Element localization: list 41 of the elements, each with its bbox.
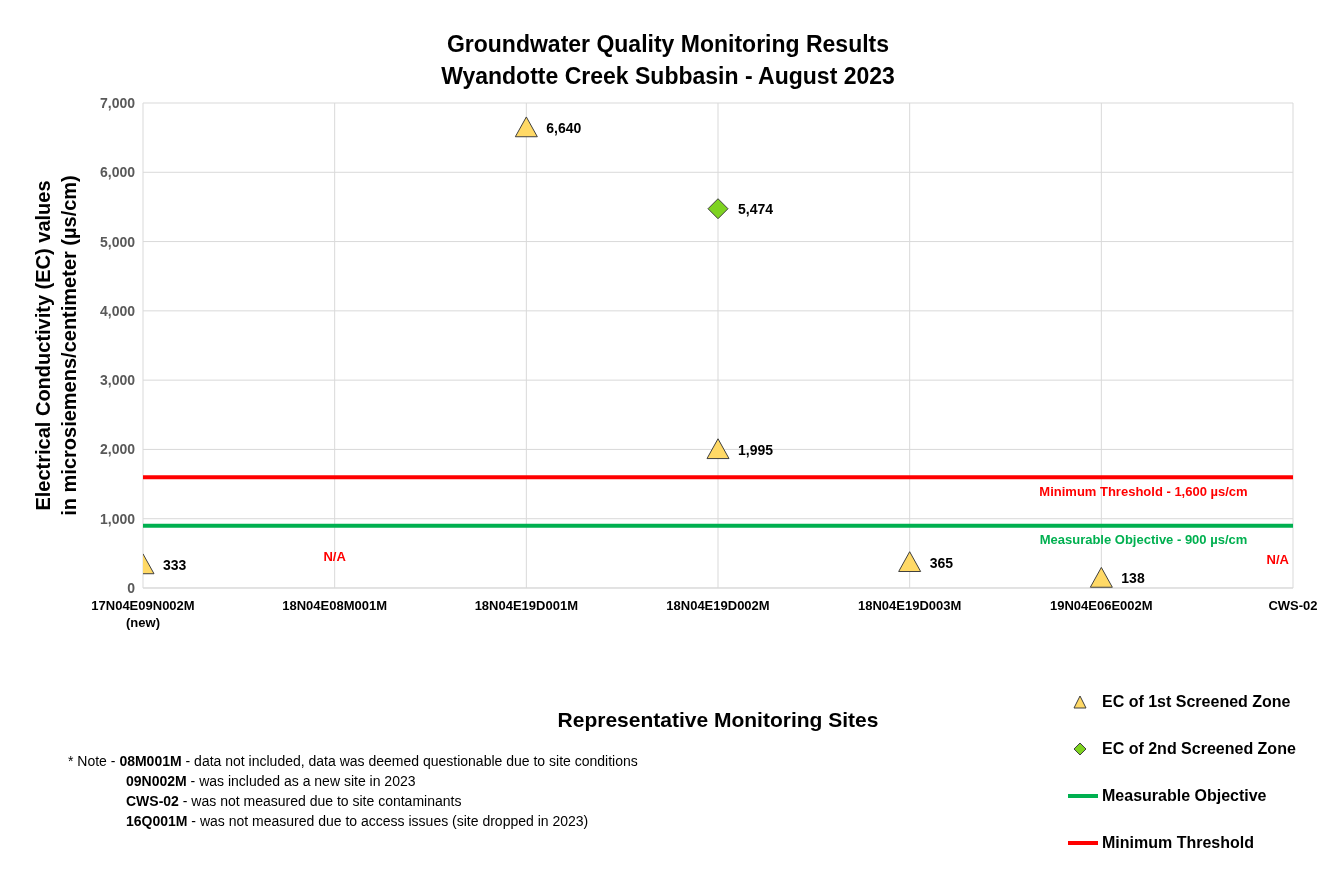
y-tick-label: 0 xyxy=(127,579,136,596)
x-tick-label: 19N04E06E002M xyxy=(1050,598,1153,613)
text: CWS-02 - was not measured due to site contaminants xyxy=(126,793,462,809)
x-tick-label: 18N04E19D003M xyxy=(857,598,962,613)
text: 16Q001M - was not measured due to access issues (site dropped in 2023) xyxy=(126,813,589,829)
point xyxy=(706,438,730,460)
y-axis-title: Electrical Conductivity (EC) values in microsiemens/centimeter (µs/cm) xyxy=(32,175,80,516)
annotation: N/A xyxy=(323,549,347,565)
y-tick-label: 3,000 xyxy=(99,372,136,389)
y-tick-label: 2,000 xyxy=(99,441,136,458)
x-tick-label: 17N04E09N002M (new) xyxy=(91,598,195,630)
annotation: Measurable Objective - 900 µs/cm xyxy=(1039,532,1248,548)
annotation: N/A xyxy=(1266,551,1290,567)
data-label: 138 xyxy=(1121,570,1145,587)
text: * Note - 08M001M - data not included, data was deemed questionable due to site conditions xyxy=(68,753,638,769)
point xyxy=(1089,566,1113,588)
data-label: 333 xyxy=(163,556,187,573)
data-label: 1,995 xyxy=(738,441,774,458)
x-axis-title: Representative Monitoring Sites xyxy=(556,708,880,732)
data-label: 365 xyxy=(929,554,954,571)
legend-label: EC of 2nd Screened Zone xyxy=(1102,739,1296,758)
x-tick-label: 18N04E19D001M xyxy=(474,598,579,613)
x-tick-label: CWS-02 xyxy=(1268,598,1318,613)
annotation: Minimum Threshold - 1,600 µs/cm xyxy=(1039,483,1248,499)
data-label: 6,640 xyxy=(546,119,582,136)
chart-title: Groundwater Quality Monitoring Results Wyandotte Creek Subbasin - August 2023 xyxy=(440,30,896,91)
x-tick-label: 18N04E08M001M xyxy=(282,598,388,613)
y-tick-label: 5,000 xyxy=(99,233,136,250)
point xyxy=(898,551,922,573)
y-tick-label: 7,000 xyxy=(99,94,136,111)
y-tick-label: 1,000 xyxy=(99,510,136,527)
point xyxy=(514,116,538,138)
data-label: 5,474 xyxy=(738,200,774,217)
x-tick-label: 18N04E19D002M xyxy=(666,598,770,613)
legend-label: Measurable Objective xyxy=(1102,786,1267,805)
text: 09N002M - was included as a new site in 2023 xyxy=(126,773,416,789)
point xyxy=(707,198,729,220)
legend-label: Minimum Threshold xyxy=(1102,833,1254,852)
y-tick-label: 4,000 xyxy=(99,302,136,319)
legend-label: EC of 1st Screened Zone xyxy=(1102,692,1291,711)
y-tick-label: 6,000 xyxy=(99,164,136,181)
